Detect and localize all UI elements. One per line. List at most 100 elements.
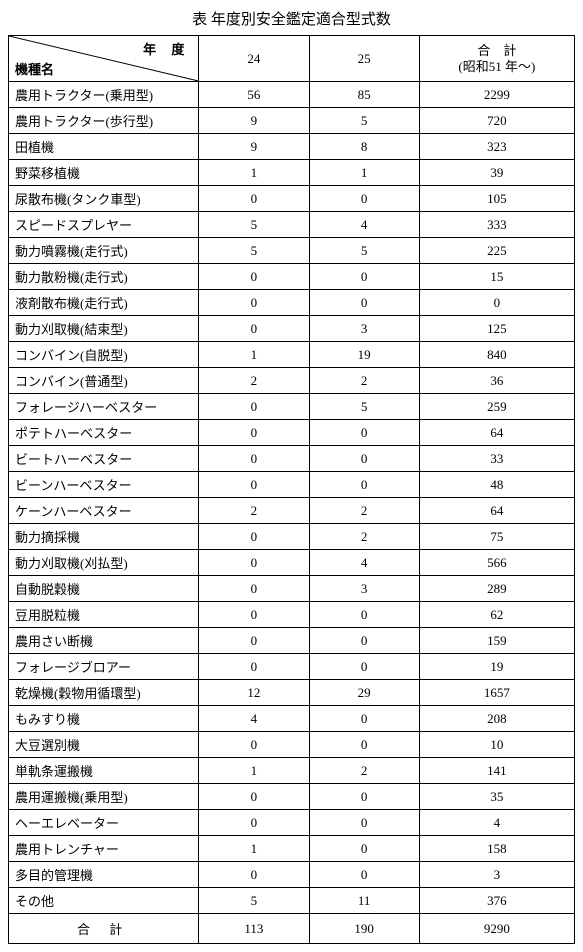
cell-c2: 85 [309,82,419,108]
cell-c1: 1 [199,836,309,862]
cell-c1: 0 [199,316,309,342]
cell-c3: 376 [419,888,574,914]
table-row: 動力散粉機(走行式)0015 [9,264,575,290]
cell-c3: 3 [419,862,574,888]
cell-c1: 5 [199,212,309,238]
row-label: ヘーエレベーター [9,810,199,836]
cell-c2: 5 [309,108,419,134]
cell-c2: 2 [309,758,419,784]
cell-c3: 720 [419,108,574,134]
total-label: 合 計 [9,914,199,944]
row-label: 動力噴霧機(走行式) [9,238,199,264]
cell-c3: 259 [419,394,574,420]
row-label: 農用トラクター(歩行型) [9,108,199,134]
cell-c3: 1657 [419,680,574,706]
cell-c2: 2 [309,498,419,524]
cell-c3: 36 [419,368,574,394]
header-col-25: 25 [309,36,419,82]
total-c3: 9290 [419,914,574,944]
cell-c1: 56 [199,82,309,108]
table-row: ヘーエレベーター004 [9,810,575,836]
row-label: 農用さい断機 [9,628,199,654]
cell-c3: 0 [419,290,574,316]
cell-c1: 5 [199,888,309,914]
table-row: 農用トラクター(乗用型)56852299 [9,82,575,108]
cell-c3: 141 [419,758,574,784]
cell-c3: 225 [419,238,574,264]
row-label: 動力刈取機(結束型) [9,316,199,342]
header-total-line1: 合 計 [477,43,516,58]
cell-c3: 2299 [419,82,574,108]
cell-c3: 48 [419,472,574,498]
cell-c2: 0 [309,420,419,446]
cell-c2: 0 [309,862,419,888]
row-label: 液剤散布機(走行式) [9,290,199,316]
cell-c3: 15 [419,264,574,290]
cell-c2: 3 [309,316,419,342]
cell-c2: 4 [309,550,419,576]
table-row: フォレージブロアー0019 [9,654,575,680]
cell-c1: 0 [199,186,309,212]
cell-c2: 0 [309,446,419,472]
cell-c1: 0 [199,602,309,628]
cell-c3: 159 [419,628,574,654]
cell-c2: 1 [309,160,419,186]
header-diagonal-cell: 年 度 機種名 [9,36,199,82]
header-machine-label: 機種名 [15,59,54,78]
table-row: 農用トレンチャー10158 [9,836,575,862]
row-label: フォレージハーベスター [9,394,199,420]
header-col-total: 合 計 (昭和51 年～) [419,36,574,82]
cell-c1: 0 [199,732,309,758]
cell-c2: 0 [309,732,419,758]
row-label: 動力刈取機(刈払型) [9,550,199,576]
table-row: ビーンハーベスター0048 [9,472,575,498]
table-row: ビートハーベスター0033 [9,446,575,472]
cell-c3: 19 [419,654,574,680]
row-label: ビーンハーベスター [9,472,199,498]
total-c2: 190 [309,914,419,944]
cell-c3: 64 [419,498,574,524]
cell-c1: 0 [199,628,309,654]
cell-c3: 33 [419,446,574,472]
cell-c2: 4 [309,212,419,238]
row-label: ケーンハーベスター [9,498,199,524]
cell-c2: 0 [309,836,419,862]
row-label: 尿散布機(タンク車型) [9,186,199,212]
cell-c2: 3 [309,576,419,602]
cell-c2: 0 [309,264,419,290]
table-row: フォレージハーベスター05259 [9,394,575,420]
cell-c2: 5 [309,238,419,264]
cell-c3: 4 [419,810,574,836]
cell-c2: 2 [309,524,419,550]
cell-c1: 2 [199,498,309,524]
cell-c1: 0 [199,290,309,316]
table-row: 動力刈取機(刈払型)04566 [9,550,575,576]
table-row: 乾燥機(穀物用循環型)12291657 [9,680,575,706]
row-label: 豆用脱粒機 [9,602,199,628]
cell-c3: 105 [419,186,574,212]
table-row: 大豆選別機0010 [9,732,575,758]
table-row: 単軌条運搬機12141 [9,758,575,784]
table-row: 田植機98323 [9,134,575,160]
row-label: 野菜移植機 [9,160,199,186]
row-label: 大豆選別機 [9,732,199,758]
cell-c1: 0 [199,420,309,446]
cell-c3: 64 [419,420,574,446]
table-row: その他511376 [9,888,575,914]
cell-c2: 0 [309,810,419,836]
row-label: コンバイン(普通型) [9,368,199,394]
cell-c3: 39 [419,160,574,186]
row-label: 動力摘採機 [9,524,199,550]
cell-c1: 0 [199,862,309,888]
cell-c3: 35 [419,784,574,810]
cell-c3: 323 [419,134,574,160]
cell-c2: 0 [309,472,419,498]
data-table: 年 度 機種名 24 25 合 計 (昭和51 年～) 農用トラクター(乗用型)… [8,35,575,944]
table-row: 動力噴霧機(走行式)55225 [9,238,575,264]
cell-c3: 333 [419,212,574,238]
cell-c1: 1 [199,160,309,186]
table-row: コンバイン(自脱型)119840 [9,342,575,368]
cell-c2: 29 [309,680,419,706]
cell-c1: 0 [199,394,309,420]
cell-c1: 0 [199,524,309,550]
